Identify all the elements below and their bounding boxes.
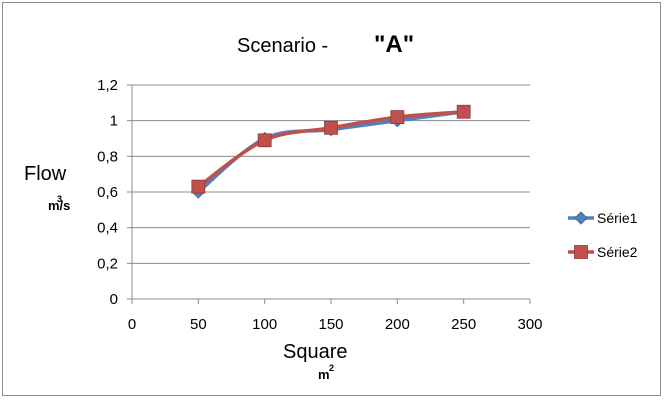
legend-marker <box>574 211 588 225</box>
y-tick-labels: 0 0,2 0,4 0,6 0,8 1 1,2 <box>97 77 118 308</box>
x-tick-label: 0 <box>128 316 136 333</box>
series-marker <box>324 120 338 135</box>
y-tick-label: 1,2 <box>97 77 118 94</box>
y-tick-label: 0 <box>110 291 118 308</box>
series-marker <box>390 110 405 124</box>
x-tick-label: 200 <box>385 316 410 333</box>
y-tick-label: 1 <box>110 113 118 130</box>
y-tick-label: 0,8 <box>97 148 118 165</box>
y-tick-label: 0,6 <box>97 184 118 201</box>
x-axis-unit: m <box>318 367 330 382</box>
series-1 <box>191 105 471 199</box>
y-tick-label: 0,4 <box>97 220 118 237</box>
y-axis-title: Flow <box>24 163 67 185</box>
x-tick-label: 300 <box>517 316 542 333</box>
gridlines <box>132 84 530 264</box>
x-axis-title: Square <box>283 341 348 363</box>
y-tick-label: 0,2 <box>97 255 118 272</box>
legend-item-1: Série1 <box>568 210 638 226</box>
legend-item-2: Série2 <box>568 244 638 260</box>
y-axis-unit: m/s <box>48 198 70 213</box>
chart-title-accent: "A" <box>374 31 414 58</box>
x-tick-label: 50 <box>190 316 207 333</box>
legend-label: Série1 <box>597 210 638 226</box>
legend: Série1 Série2 <box>568 210 638 260</box>
y-axis-unit-superscript: 3 <box>57 194 62 204</box>
series-marker <box>257 133 272 148</box>
series-marker <box>191 179 206 194</box>
x-tick-label: 250 <box>451 316 476 333</box>
x-tick-label: 150 <box>318 316 343 333</box>
x-tick-label: 100 <box>252 316 277 333</box>
axes <box>127 84 531 304</box>
legend-marker <box>574 245 588 259</box>
x-tick-labels: 0 50 100 150 200 250 300 <box>128 316 543 333</box>
chart-area <box>2 2 661 396</box>
data-series <box>191 104 471 199</box>
chart-title: Scenario - <box>237 35 328 57</box>
series-marker <box>456 104 471 119</box>
legend-label: Série2 <box>597 244 638 260</box>
x-axis-unit-superscript: 2 <box>329 363 334 373</box>
series-2 <box>191 104 471 194</box>
